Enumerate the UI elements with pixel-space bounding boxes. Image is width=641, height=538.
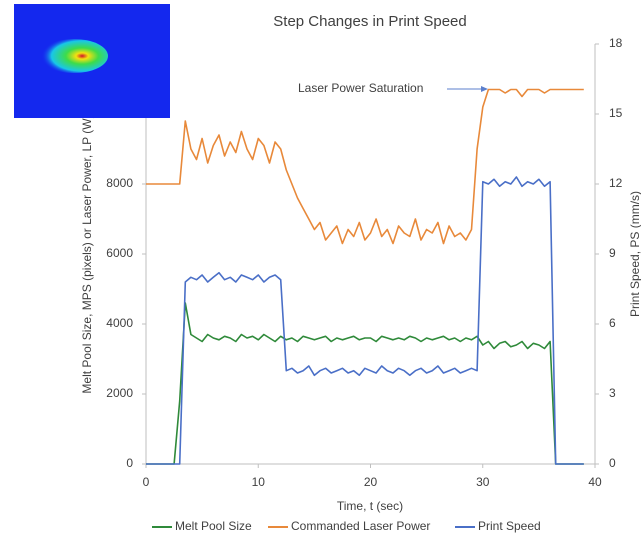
legend-label: Print Speed xyxy=(478,519,541,533)
thermal-image xyxy=(14,4,170,118)
chart-title: Step Changes in Print Speed xyxy=(273,13,466,30)
annotation-arrowhead xyxy=(481,86,488,92)
y2-tick-label: 18 xyxy=(609,36,623,50)
y-tick-label: 8000 xyxy=(106,176,133,190)
y2-tick-label: 3 xyxy=(609,386,616,400)
y2-tick-label: 9 xyxy=(609,246,616,260)
y-tick-label: 2000 xyxy=(106,386,133,400)
series-line xyxy=(146,88,584,245)
y-tick-label: 6000 xyxy=(106,246,133,260)
y2-tick-label: 6 xyxy=(609,316,616,330)
y2-tick-label: 0 xyxy=(609,456,616,470)
y2-tick-label: 15 xyxy=(609,106,623,120)
x-tick-label: 10 xyxy=(252,475,266,489)
annotation: Laser Power Saturation xyxy=(298,81,423,95)
legend-label: Commanded Laser Power xyxy=(291,519,430,533)
legend-label: Melt Pool Size xyxy=(175,519,252,533)
melt-pool-image xyxy=(40,39,108,73)
y2-axis-title: Print Speed, PS (mm/s) xyxy=(628,191,641,317)
series-line xyxy=(146,302,584,465)
series-line xyxy=(146,176,584,465)
x-tick-label: 30 xyxy=(476,475,490,489)
x-tick-label: 0 xyxy=(143,475,150,489)
legend: Melt Pool Size Commanded Laser Power Print… xyxy=(152,519,541,533)
y2-tick-label: 12 xyxy=(609,176,623,190)
y-tick-label: 0 xyxy=(126,456,133,470)
x-tick-label: 20 xyxy=(364,475,378,489)
y-axis-title: Melt Pool Size, MPS (pixels) or Laser Po… xyxy=(80,114,94,393)
y-tick-label: 4000 xyxy=(106,316,133,330)
x-axis-title: Time, t (sec) xyxy=(337,499,403,513)
x-tick-label: 40 xyxy=(588,475,602,489)
plot-area: 0102030400200040006000800010000036912151… xyxy=(100,36,623,489)
